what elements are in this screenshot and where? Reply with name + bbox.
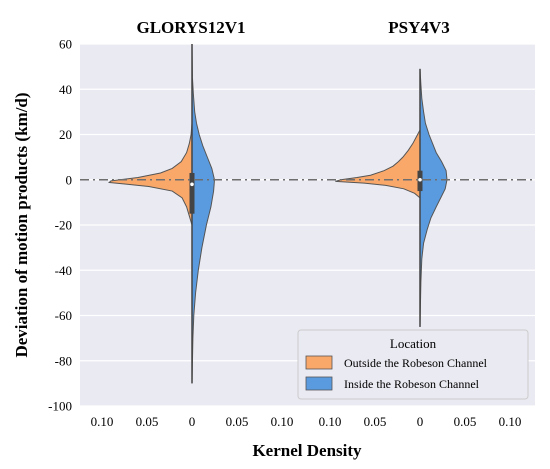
- y-tick-label: 20: [59, 127, 72, 142]
- legend-label-outside: Outside the Robeson Channel: [344, 356, 488, 370]
- density-tick-labels: 0.10 0.05 0 0.05 0.10 0.10 0.05 0 0.05 0.10: [91, 414, 522, 429]
- legend-label-inside: Inside the Robeson Channel: [344, 377, 480, 391]
- legend: Location Outside the Robeson Channel Ins…: [297, 329, 529, 400]
- y-tick-label: -20: [55, 218, 72, 233]
- density-tick-label: 0.10: [91, 414, 114, 429]
- density-tick-label: 0.10: [271, 414, 294, 429]
- y-tick-labels: -100 -80 -60 -40 -20 0 20 40 60: [48, 37, 72, 414]
- y-tick-label: -60: [55, 308, 72, 323]
- legend-title: Location: [390, 336, 437, 351]
- density-tick-label: 0.05: [136, 414, 159, 429]
- y-tick-label: -100: [48, 399, 72, 414]
- density-tick-label: 0: [189, 414, 196, 429]
- y-tick-label: 40: [59, 82, 72, 97]
- density-tick-label: 0.10: [319, 414, 342, 429]
- violin-half-inside: [419, 68, 448, 327]
- violin-median: [418, 177, 422, 182]
- density-tick-label: 0.05: [364, 414, 387, 429]
- density-tick-label: 0.05: [454, 414, 477, 429]
- y-tick-label: -40: [55, 263, 72, 278]
- panel-title-psy4v3: PSY4V3: [388, 18, 449, 37]
- y-tick-label: 0: [66, 172, 73, 187]
- density-tick-label: 0: [417, 414, 424, 429]
- y-tick-label: -80: [55, 353, 72, 368]
- density-tick-label: 0.10: [499, 414, 522, 429]
- x-axis-label: Kernel Density: [252, 441, 362, 460]
- violin-median: [190, 182, 194, 187]
- legend-box: [297, 329, 529, 400]
- legend-swatch-outside: [305, 355, 333, 370]
- density-tick-label: 0.05: [226, 414, 249, 429]
- violin-iqr-box: [189, 172, 195, 214]
- legend-swatch-inside: [305, 376, 333, 391]
- violin-half-outside: [335, 129, 421, 199]
- y-axis-label: Deviation of motion products (km/d): [12, 92, 31, 357]
- panel-title-glorys12v1: GLORYS12V1: [137, 18, 246, 37]
- y-tick-label: 60: [59, 37, 72, 52]
